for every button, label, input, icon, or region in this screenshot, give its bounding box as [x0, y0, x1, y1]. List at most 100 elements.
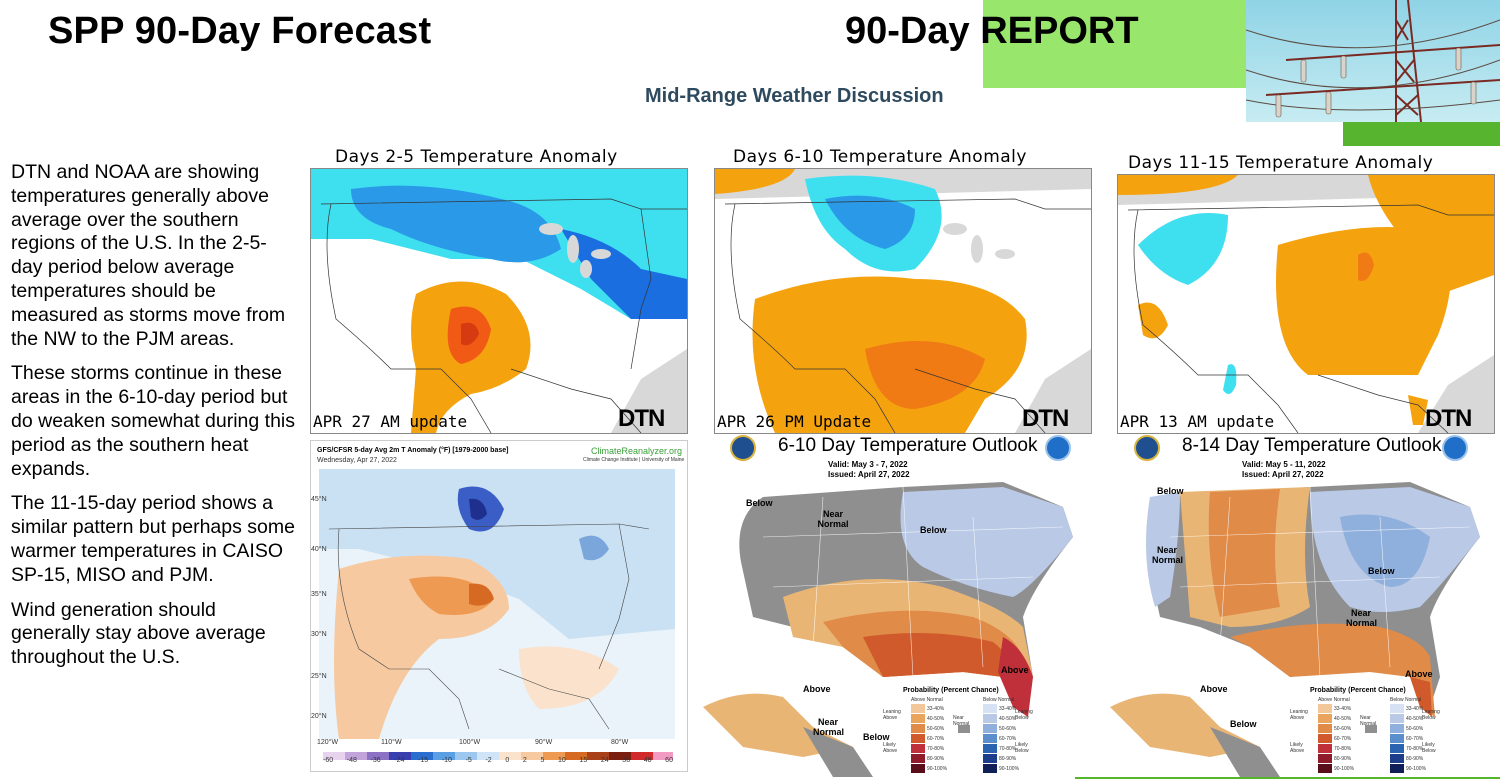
legend-range: 80-90% — [999, 756, 1017, 762]
legend-range: 80-90% — [1334, 756, 1352, 762]
legend-range: 80-90% — [1406, 756, 1424, 762]
dtn-map-days-11-15 — [1117, 174, 1495, 434]
gfs-lon-label-80w: 80°W — [611, 739, 629, 746]
gfs-scale-labels: -60 -48 -36 -24 -15 -10 -5 -2 0 2 5 10 1… — [323, 757, 673, 767]
legend-above-swatches — [1318, 704, 1332, 779]
decorative-green-bar — [1343, 122, 1500, 146]
legend-below-normal: Below Normal — [983, 697, 1015, 703]
legend-range: 33-40% — [927, 706, 945, 712]
legend-above-normal: Above Normal — [911, 697, 943, 703]
gfs-lat-label-25n: 25°N — [311, 673, 327, 680]
outlook-6-10-label-below-west: Below — [746, 498, 773, 508]
commerce-seal-icon — [730, 435, 756, 461]
gfs-scale-label: -10 — [441, 757, 452, 764]
legend-range: 60-70% — [927, 736, 945, 742]
legend-above-ranges: 33-40% 40-50% 50-60% 60-70% 70-80% 80-90… — [927, 704, 947, 774]
gfs-lon-label-110w: 110°W — [381, 739, 402, 746]
legend-range: 40-50% — [927, 716, 945, 722]
gfs-lat-label-30n: 30°N — [311, 631, 327, 638]
transmission-tower-photo — [1246, 0, 1500, 122]
legend-below-swatches — [1390, 704, 1404, 779]
legend-range: 33-40% — [1334, 706, 1352, 712]
gfs-lon-label-90w: 90°W — [535, 739, 553, 746]
gfs-scale-label: -5 — [465, 757, 472, 764]
discussion-paragraph-2: These storms continue in these areas in … — [11, 362, 295, 480]
decorative-bottom-line — [1075, 777, 1500, 779]
legend-range: 80-90% — [927, 756, 945, 762]
legend-below-normal: Below Normal — [1390, 697, 1422, 703]
legend-likely-above: Likely Above — [1290, 742, 1305, 754]
gfs-anomaly-map — [319, 469, 675, 739]
dtn-map-1-title: Days 2-5 Temperature Anomaly — [335, 147, 618, 167]
legend-near-normal-swatch — [958, 725, 970, 733]
outlook-8-14-issued: Issued: April 27, 2022 — [1242, 470, 1324, 479]
legend-range: 60-70% — [1334, 736, 1352, 742]
dtn-logo-1: DTN — [618, 405, 665, 432]
gfs-map-title: GFS/CFSR 5-day Avg 2m T Anomaly (°F) [19… — [317, 447, 509, 454]
gfs-scale-label: 36 — [622, 757, 631, 764]
climate-reanalyzer-brand: ClimateReanalyzer.org — [591, 446, 683, 456]
legend-range: 50-60% — [1334, 726, 1352, 732]
legend-range: 33-40% — [999, 706, 1017, 712]
legend-likely-below: Likely Below — [1015, 742, 1029, 754]
dtn-map-days-2-5 — [310, 168, 688, 434]
legend-near-normal: Near Normal — [1360, 715, 1377, 727]
outlook-6-10-label-near-normal: Near Normal — [817, 509, 849, 529]
commerce-seal-icon — [1134, 435, 1160, 461]
discussion-paragraph-1: DTN and NOAA are showing temperatures ge… — [11, 161, 286, 350]
legend-title: Probability (Percent Chance) — [903, 687, 999, 694]
outlook-8-14-label-above-ak: Above — [1200, 684, 1228, 694]
gfs-scale-label: 60 — [665, 757, 673, 764]
gfs-scale-label: 5 — [540, 757, 545, 764]
page-title: SPP 90-Day Forecast — [48, 10, 432, 52]
gfs-lat-label-40n: 40°N — [311, 546, 327, 553]
legend-above-normal: Above Normal — [1318, 697, 1350, 703]
gfs-lat-label-35n: 35°N — [311, 591, 327, 598]
legend-range: 70-80% — [1334, 746, 1352, 752]
gfs-scale-label: 10 — [557, 757, 566, 764]
outlook-8-14-legend: Probability (Percent Chance) Above Norma… — [1290, 687, 1440, 775]
gfs-scale-label: 0 — [505, 757, 510, 764]
dtn-logo-3: DTN — [1425, 405, 1472, 432]
dtn-map-3-title: Days 11-15 Temperature Anomaly — [1128, 153, 1434, 173]
dtn-map-3-update: APR 13 AM update — [1120, 412, 1275, 431]
outlook-6-10-issued: Issued: April 27, 2022 — [828, 470, 910, 479]
dtn-map-1-update: APR 27 AM update — [313, 412, 468, 431]
weather-discussion: DTN and NOAA are showing temperatures ge… — [11, 161, 296, 681]
legend-range: 40-50% — [1406, 716, 1424, 722]
legend-range: 90-100% — [927, 766, 948, 772]
gfs-scale-label: -36 — [370, 757, 381, 764]
gfs-lon-label-120w: 120°W — [317, 739, 339, 746]
outlook-8-14-label-below-east: Below — [1368, 566, 1395, 576]
noaa-logo-icon — [1045, 435, 1071, 461]
outlook-6-10-panel: 6-10 Day Temperature Outlook Valid: May … — [703, 432, 1093, 777]
legend-range: 33-40% — [1406, 706, 1424, 712]
legend-range: 40-50% — [999, 716, 1017, 722]
gfs-lat-label-20n: 20°N — [311, 713, 327, 720]
legend-likely-below: Likely Below — [1422, 742, 1436, 754]
gfs-scale-label: -24 — [394, 757, 405, 764]
gfs-scale-label: -48 — [346, 757, 357, 764]
legend-range: 70-80% — [927, 746, 945, 752]
page-subtitle: Mid-Range Weather Discussion — [645, 85, 944, 107]
outlook-8-14-label-above-fl: Above — [1405, 669, 1433, 679]
gfs-map-date: Wednesday, Apr 27, 2022 — [317, 457, 397, 464]
legend-range: 90-100% — [1406, 766, 1427, 772]
gfs-anomaly-panel: GFS/CFSR 5-day Avg 2m T Anomaly (°F) [19… — [310, 440, 688, 772]
legend-range: 70-80% — [1406, 746, 1424, 752]
dtn-map-days-6-10 — [714, 168, 1092, 434]
gfs-lat-label-45n: 45°N — [311, 496, 327, 503]
outlook-8-14-label-below-ak: Below — [1230, 719, 1257, 729]
legend-range: 50-60% — [1406, 726, 1424, 732]
outlook-6-10-label-below-ak: Below — [863, 732, 890, 742]
legend-likely-above: Likely Above — [883, 742, 898, 754]
dtn-map-2-update: APR 26 PM Update — [717, 412, 872, 431]
legend-leaning-above: Leaning Above — [883, 709, 901, 721]
dtn-logo-2: DTN — [1022, 405, 1069, 432]
outlook-8-14-title: 8-14 Day Temperature Outlook — [1182, 435, 1442, 456]
legend-range: 90-100% — [999, 766, 1020, 772]
outlook-8-14-label-near-normal-east: Near Normal — [1346, 608, 1378, 628]
report-title-highlight — [983, 0, 1246, 88]
report-title: 90-Day REPORT — [845, 10, 1139, 52]
gfs-scale-label: 48 — [643, 757, 652, 764]
